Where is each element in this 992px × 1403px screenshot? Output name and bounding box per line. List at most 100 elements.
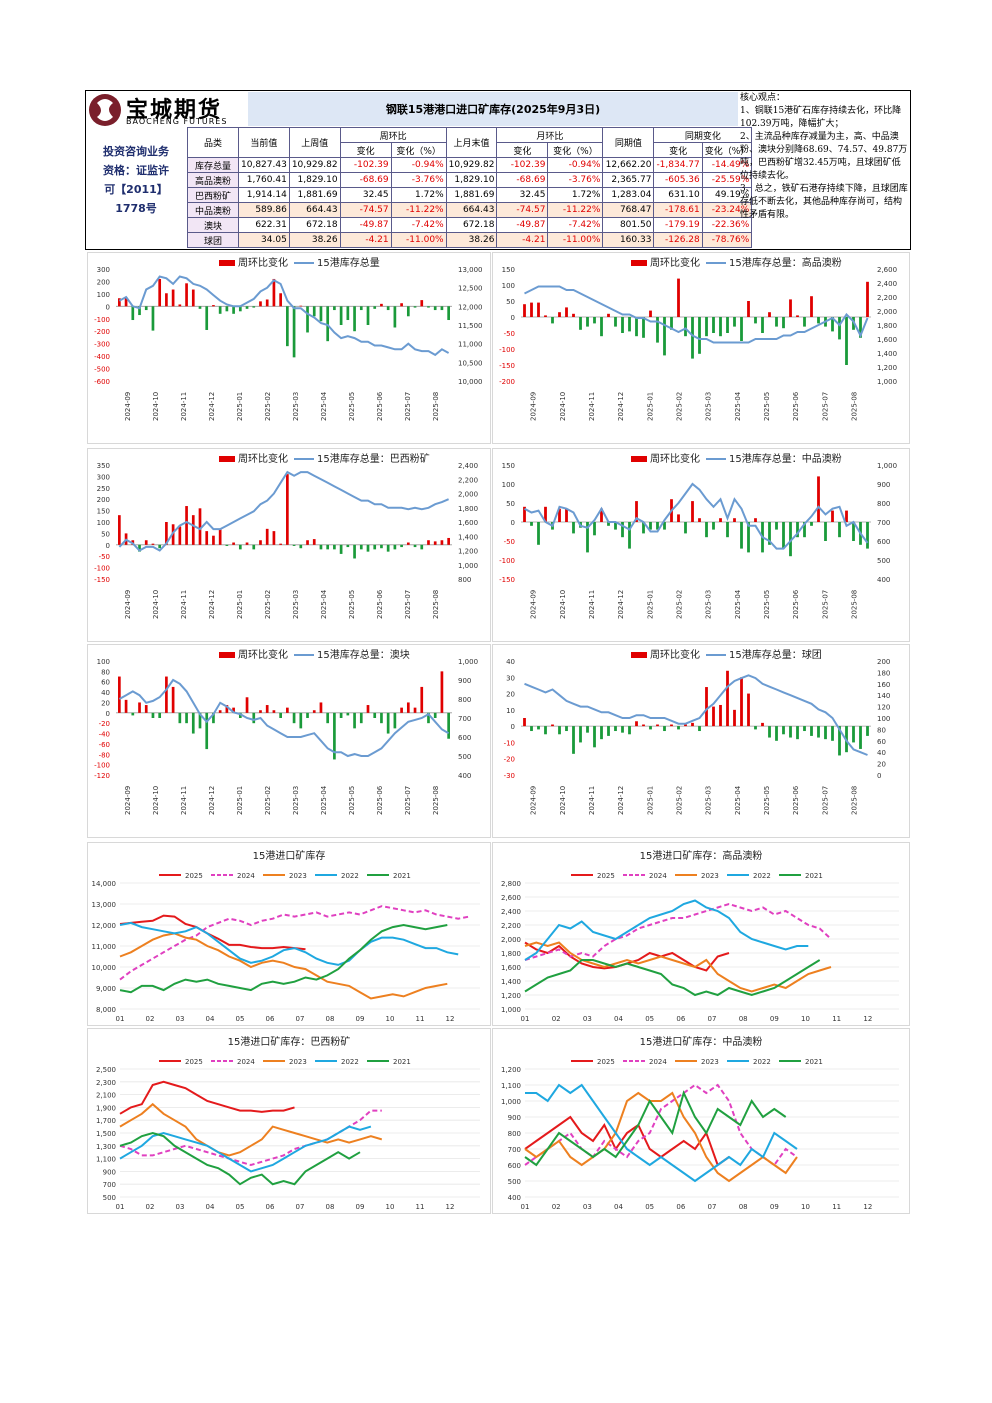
bar: [393, 306, 397, 328]
x-tick-label: 11: [416, 1015, 425, 1023]
table-cell-wd: -74.57: [339, 202, 392, 218]
bar: [144, 306, 148, 311]
y2-tick-label: 1,000: [458, 562, 478, 570]
y-tick-label: 10,000: [92, 964, 117, 972]
y-tick-label: -50: [99, 553, 110, 561]
table-row: 球团 34.05 38.26 -4.21 -11.00% 38.26 -4.21 -11.00…: [187, 232, 753, 248]
legend-bar-swatch: [631, 652, 647, 658]
y-tick-label: -20: [99, 720, 110, 728]
bar: [393, 712, 397, 729]
y-tick-label: 700: [508, 1146, 521, 1154]
x-tick-label: 10: [801, 1015, 810, 1023]
x-tick-label: 12: [863, 1203, 872, 1211]
x-tick-label: 2025-03: [705, 392, 713, 421]
legend-bar-swatch: [219, 456, 235, 462]
bar: [726, 317, 729, 333]
y2-tick-label: 400: [458, 772, 471, 780]
series-line-2021: [119, 1131, 361, 1186]
y-tick-label: 1,500: [96, 1130, 116, 1138]
chart-5: 周环比变化 15港库存总量：球团 40 30 20 10 0 -10 -20 -30 200 180 1…: [492, 644, 910, 838]
y-tick-label: 1,000: [501, 1006, 521, 1014]
x-tick-label: 05: [236, 1015, 245, 1023]
x-tick-label: 2025-01: [646, 392, 654, 421]
series-line-2021: [524, 1090, 787, 1167]
x-tick-label: 2024-10: [152, 590, 160, 619]
bar: [225, 705, 229, 713]
bar: [537, 522, 540, 545]
table-cell-md: -4.21: [496, 232, 549, 248]
bar: [185, 283, 188, 307]
y-tick-label: 0: [511, 723, 515, 731]
qual-line: 可【2011】: [104, 183, 168, 196]
x-tick-label: 2025-07: [404, 590, 412, 619]
bar: [218, 528, 222, 545]
bar: [265, 705, 269, 713]
chart-svg: 周环比变化 15港库存总量：巴西粉矿 350 300 250 200 150 100 50 0 -5…: [94, 452, 478, 619]
bar: [366, 544, 370, 552]
x-tick-label: 2024-12: [617, 590, 625, 619]
y2-tick-label: 500: [877, 557, 890, 565]
legend-line-label: 15港库存总量：澳块: [317, 648, 410, 661]
legend-label: 2021: [393, 872, 411, 880]
bar: [124, 297, 128, 307]
table-cell-prev: 672.18: [288, 217, 341, 233]
bar: [420, 686, 424, 713]
x-tick-label: 2025-05: [763, 786, 771, 815]
bar: [279, 543, 282, 545]
y-tick-label: -200: [94, 328, 110, 336]
bar: [565, 307, 568, 317]
bar: [413, 707, 417, 713]
bar: [642, 724, 645, 727]
bar: [523, 506, 526, 522]
series-line-2025: [119, 1080, 295, 1115]
bar: [299, 712, 303, 729]
x-tick-label: 2025-04: [320, 785, 328, 815]
bar: [831, 726, 834, 741]
x-tick-label: 2025-04: [734, 785, 742, 815]
y-tick-label: -400: [94, 353, 110, 361]
bar: [191, 712, 195, 734]
x-tick-label: 2025-05: [348, 590, 356, 619]
x-tick-label: 2025-02: [675, 786, 683, 815]
y2-tick-label: 800: [458, 696, 471, 704]
bar: [733, 709, 736, 727]
bar: [551, 317, 554, 324]
x-tick-label: 02: [146, 1203, 155, 1211]
x-tick-label: 2025-05: [763, 590, 771, 619]
y-tick-label: 9,000: [96, 985, 116, 993]
bar: [824, 726, 827, 740]
bar: [406, 542, 410, 545]
x-tick-label: 09: [356, 1015, 365, 1023]
y2-tick-label: 12,500: [458, 285, 483, 293]
bar: [586, 726, 589, 733]
legend-label: 2021: [393, 1058, 411, 1066]
y2-tick-label: 2,000: [877, 308, 897, 316]
bar: [433, 306, 437, 311]
bar: [649, 310, 652, 317]
y2-tick-label: 80: [877, 726, 886, 734]
x-tick-label: 07: [296, 1015, 305, 1023]
y2-tick-label: 2,000: [458, 491, 478, 499]
y-tick-label: -30: [504, 772, 515, 780]
bar: [768, 522, 771, 545]
bar: [252, 306, 256, 308]
bar: [677, 514, 680, 522]
bar: [817, 317, 820, 324]
y-tick-label: 150: [502, 266, 515, 274]
table-cell-cur: 10,827.43: [238, 157, 290, 173]
chart-svg: 周环比变化 15港库存总量 300 200 100 0 -100 -200 -300 -400 -5…: [94, 256, 483, 421]
x-tick-label: 01: [116, 1015, 125, 1023]
y-tick-label: -80: [99, 751, 110, 759]
table-cell-yy: 1,283.04: [602, 187, 655, 203]
y2-tick-label: 12,000: [458, 303, 483, 311]
series-line-2023: [524, 941, 832, 993]
y-tick-label: -300: [94, 341, 110, 349]
y-tick-label: -100: [94, 762, 110, 770]
y-tick-label: 200: [97, 496, 110, 504]
y2-tick-label: 400: [877, 576, 890, 584]
y-tick-label: -150: [94, 576, 110, 584]
y-tick-label: 700: [103, 1181, 116, 1189]
bar: [775, 522, 778, 530]
x-tick-label: 2025-01: [646, 786, 654, 815]
table-cell-mp: -11.22%: [547, 202, 604, 218]
